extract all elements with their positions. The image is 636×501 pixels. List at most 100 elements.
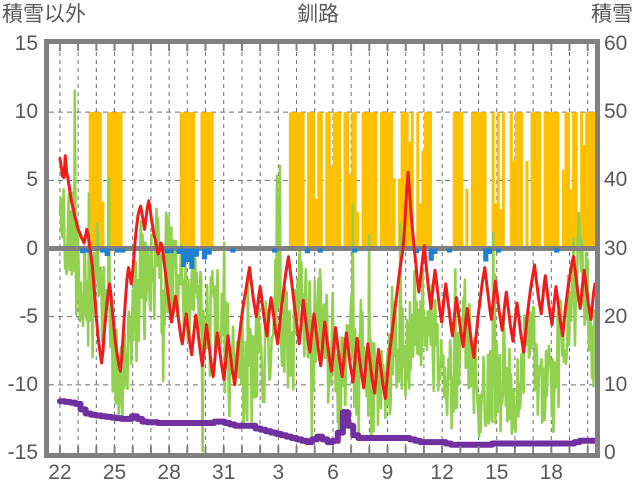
sunshine-bar <box>592 112 595 249</box>
plot-area <box>49 44 595 453</box>
left-axis-tick: 5 <box>26 168 38 192</box>
precipitation-bar <box>414 248 420 254</box>
sunshine-bar <box>179 112 183 249</box>
sunshine-bar <box>587 112 591 249</box>
sunshine-bar <box>301 112 305 249</box>
sunshine-bar <box>590 112 594 249</box>
sunshine-bar <box>332 112 336 249</box>
sunshine-bar <box>553 112 557 249</box>
sunshine-bar <box>382 112 386 249</box>
right-axis-tick: 10 <box>604 372 628 396</box>
sunshine-bar <box>574 112 578 249</box>
sunshine-bar <box>483 112 487 249</box>
right-axis-tick: 40 <box>604 168 628 192</box>
sunshine-bar <box>392 178 396 249</box>
sunshine-bar <box>423 112 427 249</box>
precipitation-bar <box>189 248 195 269</box>
sunshine-bar <box>371 112 375 249</box>
sunshine-bar <box>114 112 118 249</box>
sunshine-bar <box>93 112 97 249</box>
sunshine-bar <box>572 112 576 249</box>
precipitation-bar <box>495 248 502 253</box>
sunshine-bars <box>88 112 595 249</box>
sunshine-bar <box>335 112 339 249</box>
sunshine-bar <box>208 112 212 249</box>
left-axis-tick: -15 <box>7 441 38 464</box>
chart-title: 釧路 <box>297 3 339 26</box>
precipitation-bar <box>120 248 126 253</box>
sunshine-bar <box>514 112 518 249</box>
precipitation-bar <box>85 248 91 253</box>
precipitation-bar <box>483 248 489 262</box>
sunshine-bar <box>416 112 420 249</box>
right-axis-tick: 20 <box>604 304 628 328</box>
sunshine-bar <box>525 160 529 249</box>
sunshine-bar <box>551 112 555 249</box>
sunshine-bar <box>398 178 402 249</box>
x-axis-tick: 22 <box>48 461 72 484</box>
sunshine-bar <box>330 166 334 249</box>
sunshine-bar <box>91 112 95 249</box>
sunshine-bar <box>111 112 115 249</box>
left-axis-tick: -5 <box>19 304 38 328</box>
sunshine-bar <box>460 112 464 249</box>
snow-depth-series <box>56 398 595 448</box>
sunshine-bar <box>455 112 459 249</box>
precipitation-bar <box>446 248 452 253</box>
sunshine-bar <box>561 170 565 249</box>
sunshine-bar <box>353 112 357 249</box>
sunshine-bar <box>580 112 584 249</box>
sunshine-bar <box>200 112 204 249</box>
sunshine-bar <box>501 112 505 249</box>
sunshine-bar <box>309 112 313 249</box>
sunshine-bar <box>543 112 547 249</box>
sunshine-bar <box>384 112 388 249</box>
plot-canvas <box>49 44 595 453</box>
sunshine-bar <box>390 112 394 249</box>
precipitation-bar <box>168 248 174 254</box>
sunshine-bar <box>465 188 469 249</box>
sunshine-bar <box>496 112 500 249</box>
sunshine-bar <box>189 112 193 249</box>
sunshine-bar <box>556 112 560 249</box>
right-axis-tick: 0 <box>604 441 616 464</box>
sunshine-bar <box>117 112 121 249</box>
sunshine-bar <box>307 112 311 249</box>
sunshine-bar <box>533 112 537 249</box>
sunshine-bar <box>457 112 461 249</box>
x-axis-tick: 15 <box>485 461 509 484</box>
precipitation-bar <box>304 248 311 254</box>
sunshine-bar <box>109 112 113 249</box>
precipitation-bar <box>428 248 434 261</box>
precipitation-bar <box>317 248 323 253</box>
sunshine-bar <box>429 112 432 249</box>
right-axis-tick: 50 <box>604 100 628 124</box>
sunshine-bar <box>348 174 352 249</box>
sunshine-bar <box>317 112 321 249</box>
sunshine-bar <box>517 112 521 249</box>
sunshine-bar <box>548 112 552 249</box>
x-axis-tick: 28 <box>157 461 181 484</box>
right-axis-tick: 60 <box>604 32 628 55</box>
left-axis-tick: 10 <box>14 100 38 124</box>
precipitation-bars <box>80 248 560 269</box>
precipitation-bar <box>554 248 560 253</box>
sunshine-bar <box>338 112 341 249</box>
sunshine-bar <box>546 112 550 249</box>
sunshine-bar <box>293 112 297 249</box>
sunshine-bar <box>291 112 295 249</box>
x-axis-tick: 31 <box>212 461 236 484</box>
sunshine-bar <box>509 112 513 249</box>
sunshine-bar <box>564 112 568 249</box>
precipitation-bar <box>80 248 86 254</box>
sunshine-bar <box>512 160 516 249</box>
sunshine-bar <box>538 112 542 249</box>
sunshine-bar <box>494 203 498 249</box>
left-axis-tick: 0 <box>26 236 38 260</box>
sunshine-bar <box>499 209 503 249</box>
precipitation-bar <box>202 248 208 260</box>
sunshine-bar <box>366 112 370 249</box>
sunshine-bar <box>98 112 102 249</box>
sunshine-bar <box>356 212 360 249</box>
precipitation-bar <box>230 248 236 253</box>
